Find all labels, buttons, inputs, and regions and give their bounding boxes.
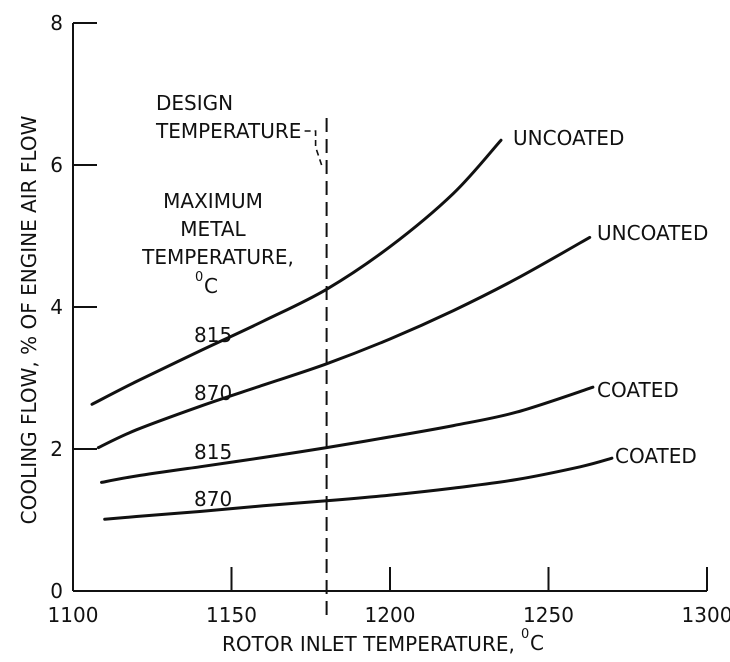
series-curve-2 [96,235,592,450]
legend-title-line-3: TEMPERATURE, [141,245,294,269]
y-tick-label: 0 [50,579,63,603]
legend-title-line-1: MAXIMUM [163,189,263,213]
x-tick-label: 1150 [206,603,257,627]
x-axis-label-degree-prefix: 0 [521,627,529,642]
series-temperature-label: 870 [194,381,232,405]
x-tick-label: 1300 [682,603,730,627]
series-curve-1 [90,138,503,406]
legend-title-degree-prefix: 0 [195,270,203,285]
legend-title: MAXIMUM METAL TEMPERATURE, 0 C [141,189,294,298]
y-tick-label: 6 [50,153,63,177]
design-temperature-leader [304,130,324,169]
ticks: 1100 1150 1200 1250 1300 0 2 4 6 8 [48,11,730,627]
x-tick-label: 1100 [48,603,99,627]
y-tick-label: 8 [50,11,63,35]
series-end-label: COATED [597,378,679,402]
legend-title-line-2: METAL [180,217,246,241]
series-end-label: UNCOATED [597,221,708,245]
series-curve-3 [100,385,595,484]
series-end-label: COATED [615,444,697,468]
series-curve-4 [103,456,614,521]
series-temperature-label: 870 [194,487,232,511]
design-temperature-label-line1: DESIGN [156,91,233,115]
x-tick-label: 1250 [523,603,574,627]
series-end-label: UNCOATED [513,126,624,150]
series-labels: 815 UNCOATED 870 UNCOATED 815 COATED 870 COATED [194,126,708,511]
y-tick-label: 2 [50,437,63,461]
legend-title-line-4: C [204,274,218,298]
series-temperature-label: 815 [194,440,232,464]
x-tick-label: 1200 [365,603,416,627]
y-tick-label: 4 [50,295,63,319]
design-temperature-label-line2: TEMPERATURE [155,119,301,143]
y-axis-label: COOLING FLOW, % OF ENGINE AIR FLOW [17,115,41,524]
x-axis-label-unit: C [530,631,544,655]
series-temperature-label: 815 [194,323,232,347]
curves [90,138,614,521]
x-axis-label: ROTOR INLET TEMPERATURE, [222,632,515,656]
